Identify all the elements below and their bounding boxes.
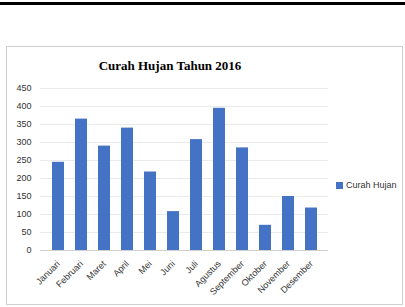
svg-text:November: November (255, 258, 292, 296)
svg-text:Juni: Juni (158, 259, 177, 278)
svg-text:Oktober: Oktober (239, 258, 269, 289)
svg-text:300: 300 (16, 137, 31, 147)
svg-text:Desember: Desember (279, 259, 315, 295)
svg-text:Mei: Mei (137, 259, 154, 276)
svg-text:Februari: Februari (54, 259, 85, 290)
html-text:Curah Hujan Tahun 2016: Curah Hujan Tahun 2016 (98, 58, 242, 73)
svg-text:450: 450 (16, 83, 31, 93)
svg-text:250: 250 (16, 155, 31, 165)
svg-text:50: 50 (21, 227, 31, 237)
svg-text:Januari: Januari (34, 258, 62, 287)
svg-text:100: 100 (16, 209, 31, 219)
svg-text:Juli: Juli (183, 259, 200, 276)
svg-text:Maret: Maret (85, 258, 109, 282)
svg-text:Agustus: Agustus (192, 258, 223, 289)
svg-text:350: 350 (16, 119, 31, 129)
svg-text:150: 150 (16, 191, 31, 201)
svg-text:0: 0 (26, 245, 31, 255)
svg-text:September: September (208, 259, 246, 297)
svg-text:200: 200 (16, 173, 31, 183)
html-text:Curah Hujan: Curah Hujan (346, 180, 397, 190)
svg-text:400: 400 (16, 101, 31, 111)
svg-text:April: April (111, 259, 131, 279)
